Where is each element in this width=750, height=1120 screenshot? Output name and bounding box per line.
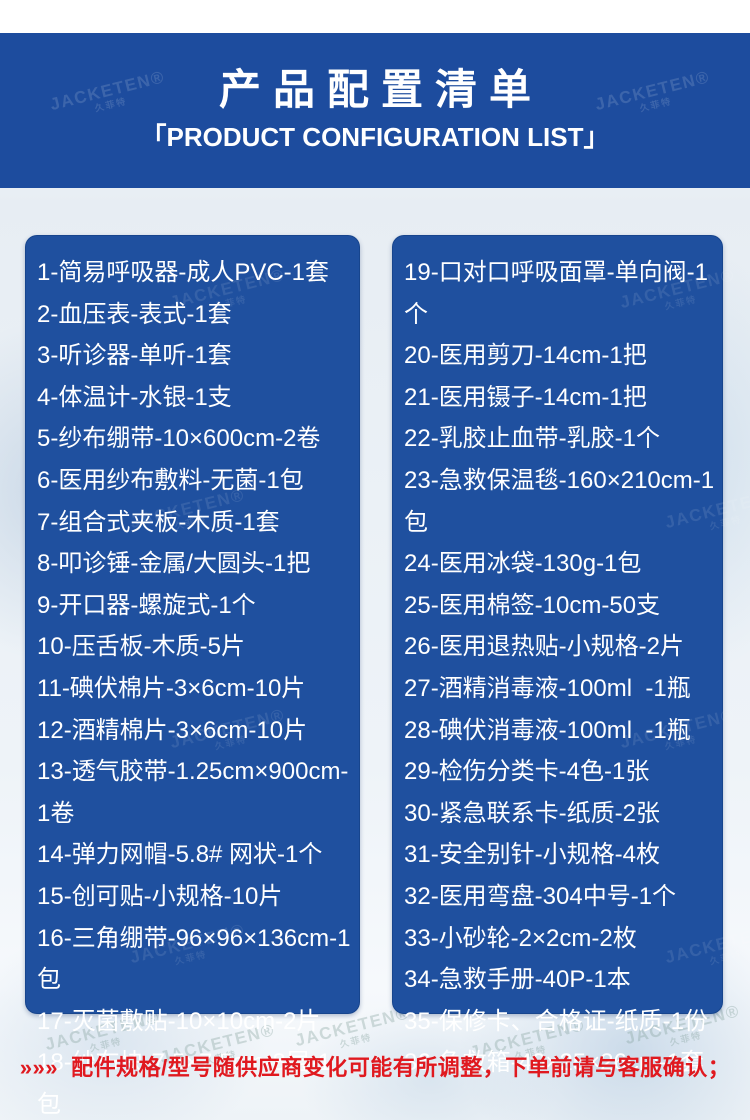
list-item: 5-纱布绷带-10×600cm-2卷 — [37, 425, 321, 453]
list-item: 1-简易呼吸器-成人PVC-1套 — [37, 259, 330, 286]
list-item: 32-医用弯盘-304中号-1个 — [404, 882, 677, 910]
list-item: 12-酒精棉片-3×6cm-10片 — [37, 716, 308, 744]
list-item: 7-组合式夹板-木质-1套 — [37, 508, 280, 536]
page-subtitle: 「PRODUCT CONFIGURATION LIST」 — [140, 122, 610, 152]
list-item: 8-叩诊锤-金属/大圆头-1把 — [37, 550, 311, 578]
header-banner: 产品配置清单 「PRODUCT CONFIGURATION LIST」 — [0, 33, 750, 188]
list-item: 4-体温计-水银-1支 — [37, 383, 232, 411]
list-item: 33-小砂轮-2×2cm-2枚 — [404, 924, 637, 952]
footer: »»» 配件规格/型号随供应商变化可能有所调整，下单前请与客服确认； — [0, 1050, 750, 1082]
list-item: 28-碘伏消毒液-100ml -1瓶 — [404, 716, 691, 744]
list-item: 22-乳胶止血带-乳胶-1个 — [404, 425, 661, 453]
list-item: 11-碘伏棉片-3×6cm-10片 — [37, 674, 306, 702]
list-item: 21-医用镊子-14cm-1把 — [404, 383, 647, 411]
list-item: 25-医用棉签-10cm-50支 — [404, 591, 661, 619]
page-title: 产品配置清单 — [218, 66, 543, 113]
product-list-left: 1-简易呼吸器-成人PVC-1套 2-血压表-表式-1套 3-听诊器-单听-1套 4-… — [25, 235, 360, 1118]
product-list-right: 19-口对口呼吸面罩-单向阀-1个 20-医用剪刀-14cm-1把 21-医用镊子-… — [392, 235, 723, 1076]
list-item: 34-急救手册-40P-1本 — [404, 966, 631, 994]
footer-note: »»» 配件规格/型号随供应商变化可能有所调整，下单前请与客服确认； — [19, 1055, 731, 1080]
list-item: 20-医用剪刀-14cm-1把 — [404, 342, 647, 370]
list-item: 3-听诊器-单听-1套 — [37, 342, 232, 370]
list-item: 10-压舌板-木质-5片 — [37, 633, 246, 661]
list-item: 26-医用退热贴-小规格-2片 — [404, 633, 685, 661]
list-item: 24-医用冰袋-130g-1包 — [404, 550, 642, 578]
list-item: 16-三角绷带-96×96×136cm-1包 — [37, 924, 351, 994]
list-item: 9-开口器-螺旋式-1个 — [37, 591, 256, 619]
list-item: 6-医用纱布敷料-无菌-1包 — [37, 466, 304, 494]
list-item: 23-急救保温毯-160×210cm-1包 — [404, 466, 715, 536]
list-item: 27-酒精消毒液-100ml -1瓶 — [404, 674, 691, 702]
list-item: 17-灭菌敷贴-10×10cm-2片 — [37, 1007, 321, 1035]
list-item: 30-紧急联系卡-纸质-2张 — [404, 799, 661, 827]
list-item: 35-保修卡、合格证-纸质-1份 — [404, 1007, 709, 1035]
list-item: 15-创可贴-小规格-10片 — [37, 882, 283, 910]
list-item: 29-检伤分类卡-4色-1张 — [404, 758, 650, 786]
list-item: 19-口对口呼吸面罩-单向阀-1个 — [404, 259, 709, 328]
list-item: 31-安全别针-小规格-4枚 — [404, 841, 661, 869]
list-item: 13-透气胶带-1.25cm×900cm-1卷 — [37, 758, 349, 827]
list-item: 2-血压表-表式-1套 — [37, 300, 232, 328]
list-item: 14-弹力网帽-5.8# 网状-1个 — [37, 841, 323, 869]
